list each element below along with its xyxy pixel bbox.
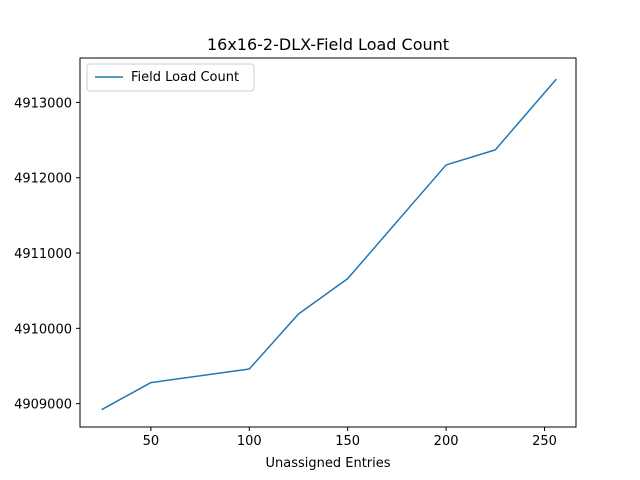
y-tick-label: 4909000 (14, 398, 72, 413)
y-axis-ticks: 4909000 4910000 4911000 4912000 4913000 (14, 96, 80, 413)
x-tick-label: 100 (237, 434, 262, 449)
legend-label-field-load-count: Field Load Count (131, 70, 239, 85)
plot-frame (79, 57, 577, 428)
x-tick-label: 200 (434, 434, 459, 449)
legend-box (86, 63, 255, 92)
series-line-field-load-count (101, 78, 557, 411)
y-tick-label: 4913000 (14, 96, 72, 111)
legend: Field Load Count (86, 63, 255, 92)
x-tick-label: 250 (532, 434, 557, 449)
x-axis-ticks: 50 100 150 200 250 (143, 427, 557, 449)
series-layer (101, 78, 557, 411)
x-tick-label: 150 (335, 434, 360, 449)
x-tick-label: 50 (143, 434, 160, 449)
y-tick-label: 4912000 (14, 172, 72, 187)
y-tick-label: 4910000 (14, 322, 72, 337)
chart-title: 16x16-2-DLX-Field Load Count (207, 35, 449, 54)
x-axis-label: Unassigned Entries (265, 456, 390, 471)
y-tick-label: 4911000 (14, 247, 72, 262)
